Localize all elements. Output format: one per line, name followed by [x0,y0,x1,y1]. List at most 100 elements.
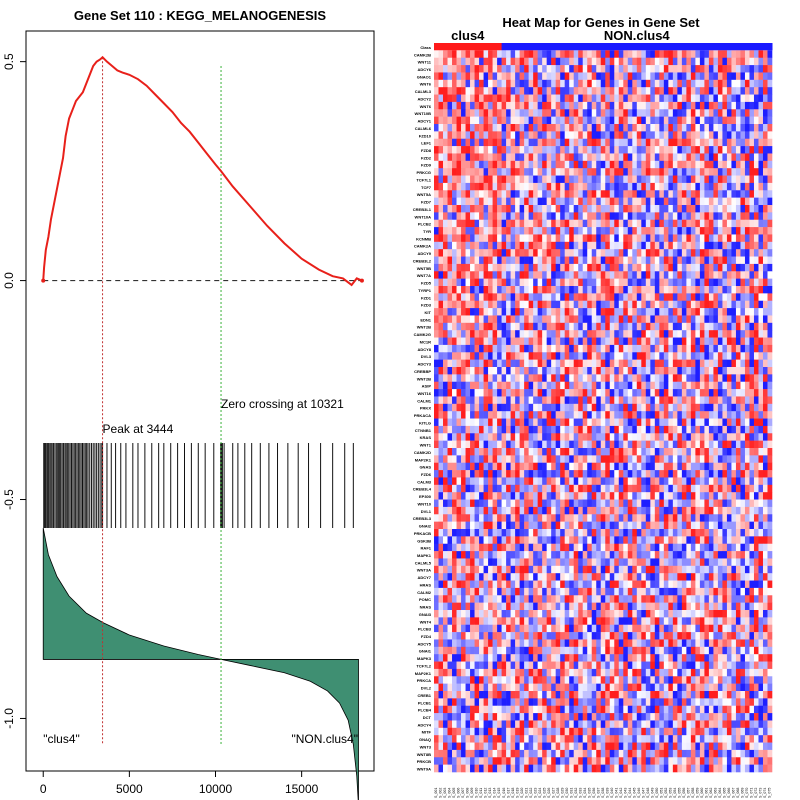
heatmap-cell [605,344,611,353]
heatmap-cell [573,234,579,243]
heatmap-cell [704,499,710,508]
heatmap-cell [461,286,466,294]
heatmap-cell [447,182,453,191]
heatmap-cell [627,50,633,59]
heatmap-cell [654,359,660,368]
heatmap-cell [767,300,773,309]
heatmap-cell [731,87,737,95]
heatmap-cell [735,300,741,309]
heatmap-cell [654,79,660,88]
heatmap-cell [681,308,687,316]
heatmap-cell [465,492,471,500]
heatmap-cell [587,271,593,279]
heatmap-cell [555,374,561,383]
heatmap-cell [465,271,471,279]
heatmap-cell [470,234,475,243]
heatmap-cell [488,396,493,405]
heatmap-cell [600,506,606,515]
heatmap-cell [677,425,683,434]
heatmap-cell [434,381,439,390]
heatmap-cell [686,160,692,169]
heatmap-cell [470,381,475,390]
heatmap-cell [731,271,737,279]
heatmap-cell [650,197,656,206]
heatmap-cell [708,219,714,228]
heatmap-cell [663,146,669,154]
heatmap-cell [461,72,466,81]
heatmap-cell [434,234,439,243]
heatmap-cell [645,79,651,88]
heatmap-cell [686,256,692,265]
heatmap-cell [560,455,565,464]
heatmap-cell [686,190,692,198]
heatmap-cell [506,57,511,66]
heatmap-cell [704,322,710,331]
heatmap-cell [551,219,556,228]
heatmap-cell [618,470,624,478]
heatmap-cell [492,286,498,294]
heatmap-cell [564,411,570,419]
heatmap-cell [731,381,737,390]
heatmap-cell [474,514,480,522]
heatmap-cell [645,359,651,368]
heatmap-cell [591,131,597,140]
heatmap-cell [690,65,696,73]
heatmap-cell [461,315,466,324]
heatmap-cell [447,168,453,176]
heatmap-cell [483,72,489,81]
heatmap-cell [438,72,444,81]
heatmap-cell [636,197,642,206]
heatmap-cell [695,322,701,331]
heatmap-cell [582,477,588,486]
heatmap-cell [636,433,642,441]
heatmap-cell [735,293,741,302]
heatmap-cell [722,168,728,176]
heatmap-cell [722,337,728,346]
heatmap-cell [533,256,538,265]
heatmap-cell [600,492,606,500]
heatmap-cell [623,65,629,73]
heatmap-cell [573,403,579,412]
heatmap-cell [483,249,489,257]
heatmap-cell [596,492,602,500]
heatmap-cell [659,168,665,176]
heatmap-cell [609,138,615,147]
heatmap-cell [501,87,507,95]
heatmap-cell [497,396,502,405]
heatmap-cell [461,182,466,191]
heatmap-cell [573,448,579,456]
heatmap-cell [609,50,615,59]
heatmap-cell [672,241,678,250]
heatmap-cell [690,484,696,493]
heatmap-cell [578,455,584,464]
heatmap-cell [474,359,480,368]
heatmap-cell [699,499,705,508]
heatmap-cell [753,160,759,169]
heatmap-cell [560,65,565,73]
heatmap-cell [474,212,480,221]
heatmap-cell [749,344,755,353]
heatmap-cell [699,109,705,117]
heatmap-cell [452,263,457,272]
heatmap-cell [569,241,575,250]
heatmap-cell [447,418,453,427]
heatmap-cell [578,227,584,235]
heatmap-cell [434,109,439,117]
heatmap-cell [758,374,764,383]
heatmap-cell [542,300,547,309]
heatmap-cell [578,212,584,221]
heatmap-cell [708,168,714,176]
heatmap-cell [731,160,737,169]
heatmap-cell [605,389,611,397]
heatmap-cell [753,448,759,456]
heatmap-cell [717,506,723,515]
heatmap-cell [659,205,665,213]
heatmap-cell [668,79,674,88]
heatmap-cell [510,484,516,493]
heatmap-cell [438,293,444,302]
heatmap-cell [555,308,561,316]
heatmap-cell [578,425,584,434]
heatmap-cell [555,300,561,309]
heatmap-cell [663,168,669,176]
heatmap-cell [645,190,651,198]
